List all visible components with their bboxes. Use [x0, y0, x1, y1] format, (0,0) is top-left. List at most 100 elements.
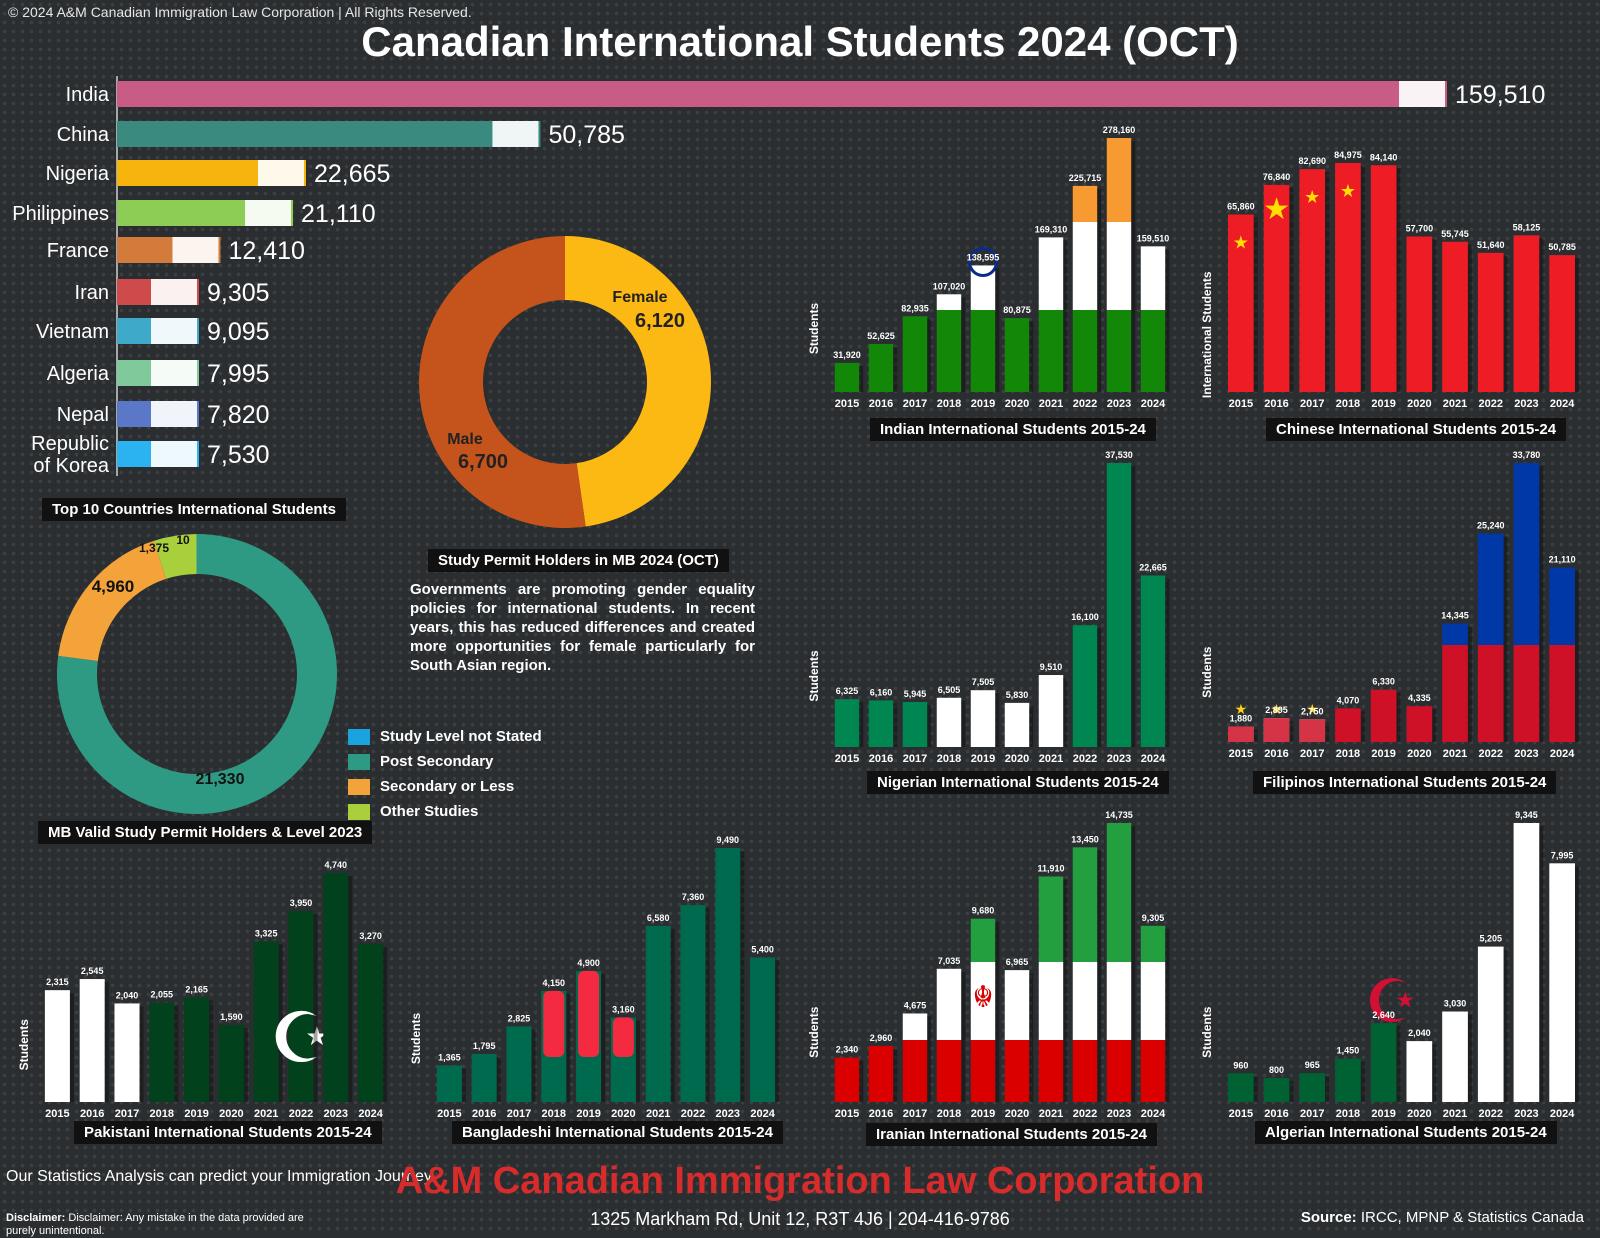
bar-side-shadow	[1504, 256, 1508, 392]
bar-segment	[1141, 962, 1165, 1040]
x-tick-label: 2020	[1005, 398, 1029, 410]
bar-side-shadow	[140, 1006, 144, 1102]
bar-side-shadow	[859, 702, 863, 747]
country-label: Vietnam	[36, 321, 109, 343]
bar-2020	[1005, 318, 1033, 392]
country-label-line: Republic	[31, 433, 109, 455]
bar-value-label: 80,875	[1003, 305, 1031, 315]
bar-side-shadow	[1539, 466, 1543, 742]
legend-swatch	[348, 754, 370, 770]
x-tick-label: 2024	[1550, 1108, 1575, 1120]
x-tick-label: 2020	[219, 1108, 243, 1120]
bar-value-label: 5,945	[904, 689, 927, 699]
bar-side-shadow	[1397, 1026, 1401, 1102]
country-label: France	[47, 240, 109, 262]
bar-2016	[1264, 1078, 1294, 1102]
bar-value-label: 278,160	[1103, 125, 1136, 135]
bar-value-label: 9,510	[1040, 662, 1063, 672]
bar-side-shadow	[1575, 866, 1579, 1102]
bar-side-shadow	[893, 347, 897, 392]
bar-segment	[219, 1025, 244, 1102]
bar-side-shadow	[105, 982, 109, 1102]
bar-segment	[1442, 242, 1468, 392]
x-tick-label: 2018	[1336, 398, 1360, 410]
x-tick-label: 2024	[1550, 398, 1575, 410]
bar-value-label: 2,040	[1408, 1028, 1431, 1038]
bar-value-label: 4,150	[543, 978, 566, 988]
x-tick-label: 2023	[1107, 1108, 1131, 1120]
x-tick-label: 2018	[1336, 748, 1360, 760]
bar-2022	[680, 905, 709, 1102]
x-tick-label: 2019	[971, 398, 995, 410]
bar-side-shadow	[1131, 826, 1135, 1102]
bar-value-label: 4,740	[325, 860, 348, 870]
bar-2021	[1039, 876, 1067, 1102]
bar-segment	[937, 294, 961, 310]
x-tick-label: 2016	[1264, 398, 1288, 410]
x-tick-label: 2020	[1407, 398, 1431, 410]
bar-value-label: 3,160	[612, 1004, 635, 1014]
bar-side-shadow	[1131, 466, 1135, 747]
bar-value-label: 2,165	[185, 984, 208, 994]
value-label: 7,530	[207, 441, 270, 469]
bar-side-shadow	[859, 366, 863, 392]
x-tick-label: 2015	[835, 398, 859, 410]
bar-2021	[646, 926, 675, 1102]
bar-2018	[541, 991, 570, 1102]
x-tick-label: 2022	[681, 1108, 705, 1120]
bar-segment	[1514, 463, 1540, 645]
flag-nigeria	[258, 160, 304, 186]
bar-segment	[1514, 645, 1540, 742]
bar-value-label: 4,675	[904, 1000, 927, 1010]
country-label: Philippines	[12, 203, 109, 225]
bar-side-shadow	[348, 876, 352, 1102]
bar-segment	[1039, 310, 1063, 392]
bar-side-shadow	[174, 1006, 178, 1102]
bar-segment	[149, 1003, 174, 1102]
bar-segment	[114, 1003, 139, 1102]
bar-segment	[1141, 246, 1165, 310]
x-tick-label: 2022	[1479, 1108, 1503, 1120]
x-tick-label: 2023	[1107, 398, 1131, 410]
bar-2023	[715, 848, 744, 1102]
x-tick-label: 2023	[1107, 753, 1131, 765]
bar-2021	[1442, 242, 1472, 392]
bar-segment	[1107, 1040, 1131, 1102]
bar-value-label: 6,580	[647, 913, 670, 923]
bar-segment	[1039, 237, 1063, 310]
slice-female	[565, 236, 711, 527]
bar-2019	[971, 690, 999, 747]
bar-2015	[437, 1065, 466, 1102]
bar-side-shadow	[1361, 1062, 1365, 1102]
bar-segment	[937, 1040, 961, 1102]
bar-2024	[750, 957, 779, 1102]
source-text: IRCC, MPNP & Statistics Canada	[1361, 1209, 1584, 1226]
x-tick-label: 2016	[472, 1108, 496, 1120]
bar-side-shadow	[1254, 729, 1258, 742]
bar-2015	[835, 363, 863, 392]
bar-side-shadow	[893, 1049, 897, 1102]
bar-value-label: 1,795	[473, 1041, 496, 1051]
pakistan-year-chart: Students2,31520152,54520162,04020172,055…	[18, 855, 398, 1130]
x-tick-label: 2017	[1300, 1108, 1324, 1120]
y-axis-label: Students	[807, 1006, 821, 1058]
value-label: 7,820	[207, 401, 270, 429]
bar-segment	[1141, 926, 1165, 962]
bar-side-shadow	[1361, 711, 1365, 742]
bar-side-shadow	[1575, 258, 1579, 392]
bar-value-label: 1,880	[1230, 713, 1253, 723]
bar-value-label: 13,450	[1071, 834, 1099, 844]
x-tick-label: 2019	[971, 753, 995, 765]
bar-value-label: 6,330	[1372, 677, 1395, 687]
bar-segment	[1549, 645, 1575, 742]
philippines-year-chart: Students★1,8802015★2,8952016★2,75020174,…	[1195, 445, 1590, 770]
bar-side-shadow	[1029, 973, 1033, 1102]
bar-segment	[45, 990, 70, 1102]
bar-value-label: 9,305	[1142, 913, 1165, 923]
bar-side-shadow	[566, 994, 570, 1102]
bar-2024	[1549, 568, 1579, 742]
slice-label-female: Female	[612, 289, 667, 306]
value-label: 22,665	[314, 160, 390, 188]
